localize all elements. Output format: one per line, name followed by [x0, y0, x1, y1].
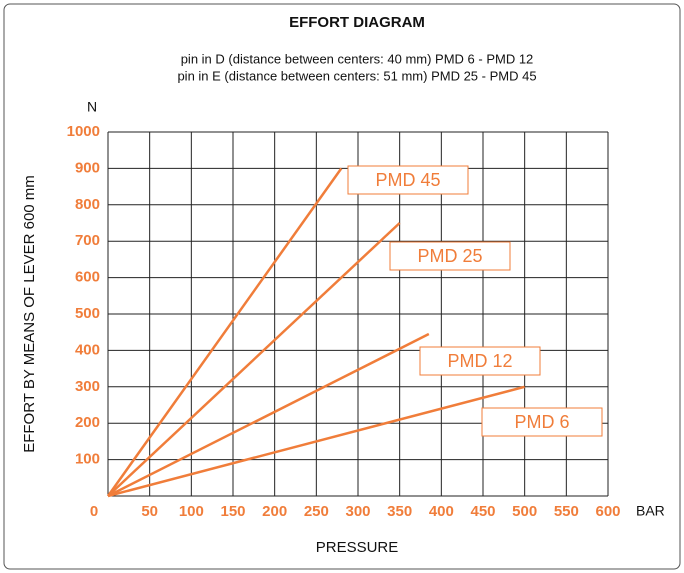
y-tick-label: 600 — [75, 269, 100, 286]
x-tick-label: 300 — [345, 503, 370, 520]
x-tick-label: 50 — [141, 503, 158, 520]
x-axis-label: PRESSURE — [316, 539, 399, 556]
x-tick-label: 200 — [262, 503, 287, 520]
y-tick-label: 500 — [75, 305, 100, 322]
subtitle: pin in D (distance between centers: 40 m… — [181, 51, 534, 66]
y-tick-label: 900 — [75, 159, 100, 176]
frame — [3, 3, 681, 570]
series-line — [107, 222, 401, 497]
series-line — [107, 385, 525, 498]
series-label-box — [389, 241, 511, 271]
y-axis-label: EFFORT BY MEANS OF LEVER 600 mm — [21, 175, 38, 453]
series-label-box — [347, 165, 469, 195]
y-tick-label: 1000 — [67, 123, 100, 140]
x-tick-label: 550 — [554, 503, 579, 520]
x-tick-label: 100 — [179, 503, 204, 520]
x-tick-label: 350 — [387, 503, 412, 520]
chart-title: EFFORT DIAGRAM — [289, 14, 425, 31]
x-tick-label: 600 — [595, 503, 620, 520]
y-unit: N — [87, 99, 97, 115]
x-unit: BAR — [636, 503, 665, 519]
x-tick-label: 150 — [220, 503, 245, 520]
x-tick-label: 400 — [429, 503, 454, 520]
y-tick-label: 700 — [75, 232, 100, 249]
y-tick-label: 200 — [75, 414, 100, 431]
series-label-box — [481, 407, 603, 437]
series-line — [107, 332, 430, 498]
y-tick-label: 300 — [75, 378, 100, 395]
series-line — [106, 167, 343, 497]
x-tick-label: 500 — [512, 503, 537, 520]
series-label-box — [419, 346, 541, 376]
x-tick-label: 0 — [90, 503, 98, 520]
series-label: PMD 25 — [417, 246, 482, 266]
series-label: PMD 12 — [447, 351, 512, 371]
y-tick-label: 800 — [75, 196, 100, 213]
x-tick-label: 450 — [470, 503, 495, 520]
series-label: PMD 6 — [514, 412, 569, 432]
y-tick-label: 100 — [75, 451, 100, 468]
subtitle: pin in E (distance between centers: 51 m… — [177, 68, 536, 83]
series-label: PMD 45 — [375, 170, 440, 190]
y-tick-label: 400 — [75, 341, 100, 358]
x-tick-label: 250 — [304, 503, 329, 520]
